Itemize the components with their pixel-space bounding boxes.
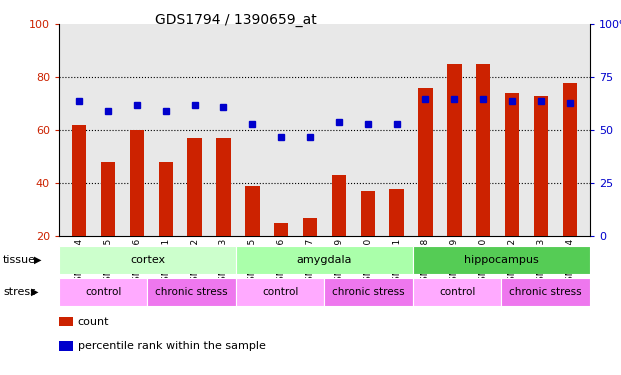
Text: cortex: cortex [130, 255, 165, 265]
Text: amygdala: amygdala [297, 255, 352, 265]
Bar [158, 162, 173, 236]
Bar [501, 278, 590, 306]
Bar [563, 82, 577, 236]
Bar [413, 246, 590, 274]
Text: ▶: ▶ [34, 255, 42, 265]
Bar [245, 186, 260, 236]
Bar [476, 64, 491, 236]
Bar [101, 162, 116, 236]
Bar [413, 278, 501, 306]
Text: chronic stress: chronic stress [155, 286, 228, 297]
Text: hippocampus: hippocampus [464, 255, 539, 265]
Bar [188, 138, 202, 236]
Bar [236, 278, 324, 306]
Bar [236, 246, 413, 274]
Text: GDS1794 / 1390659_at: GDS1794 / 1390659_at [155, 13, 317, 27]
Text: control: control [439, 286, 476, 297]
Bar [274, 223, 288, 236]
Bar [303, 218, 317, 236]
Text: ▶: ▶ [31, 287, 39, 297]
Text: stress: stress [3, 287, 36, 297]
Bar [72, 125, 86, 236]
Text: count: count [78, 317, 109, 327]
Bar [59, 278, 147, 306]
Text: control: control [262, 286, 299, 297]
Bar [59, 246, 236, 274]
Bar [147, 278, 236, 306]
Bar [361, 191, 375, 236]
Bar [216, 138, 230, 236]
Text: control: control [85, 286, 122, 297]
Bar [324, 278, 413, 306]
Bar [533, 96, 548, 236]
Text: percentile rank within the sample: percentile rank within the sample [78, 341, 266, 351]
Bar [447, 64, 461, 236]
Text: tissue: tissue [3, 255, 36, 265]
Text: chronic stress: chronic stress [509, 286, 582, 297]
Bar [419, 88, 433, 236]
Bar [130, 130, 144, 236]
Bar [505, 93, 519, 236]
Text: chronic stress: chronic stress [332, 286, 405, 297]
Bar [332, 176, 346, 236]
Bar [389, 189, 404, 236]
